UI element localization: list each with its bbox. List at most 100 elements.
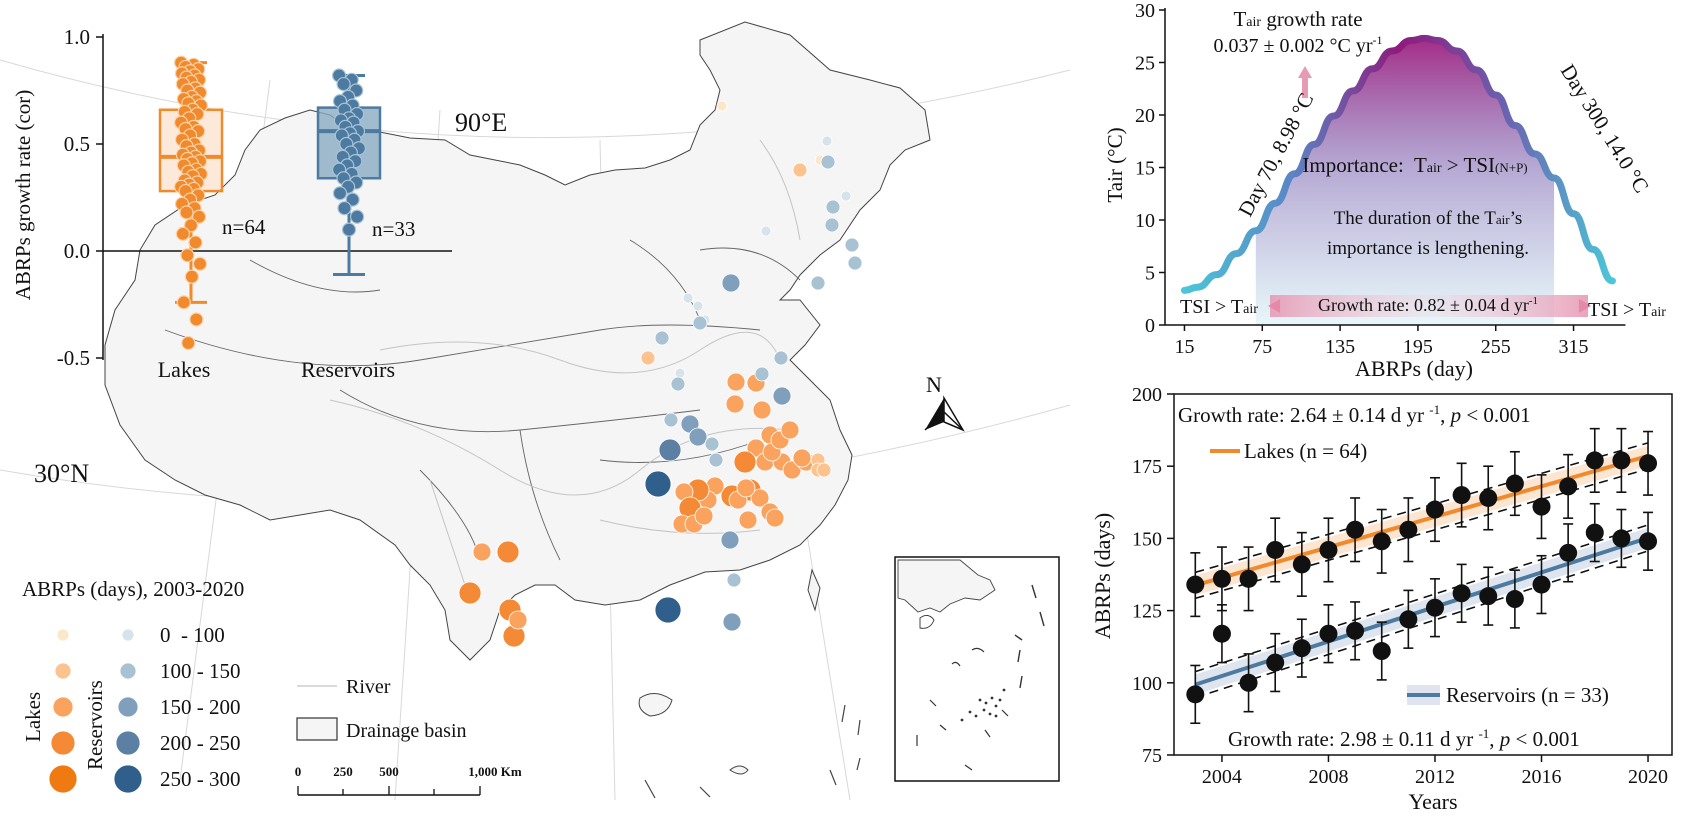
lake-site-point — [458, 581, 482, 605]
timeseries-fit-line — [1194, 453, 1649, 588]
tair-curve — [1180, 34, 1616, 294]
reservoir-site-point — [674, 367, 686, 379]
tsi-left-sub: air — [1243, 302, 1258, 317]
reservoir-site-point — [825, 199, 841, 215]
tair-ylabel: Tair (°C) — [1103, 127, 1127, 202]
reservoir-site-point — [708, 452, 724, 468]
reservoir-site-point — [692, 300, 704, 312]
growth-band-text: Growth rate: 0.82 ± 0.04 d yr — [1318, 295, 1529, 315]
res-growth-label: Growth rate: 2.98 ± 0.11 d yr -1, p < 0.… — [1228, 726, 1580, 751]
importance-label: Importance: Tair > TSI(N+P) — [1302, 153, 1527, 177]
boxplot-y-tick-label: 1.0 — [64, 25, 90, 49]
map-legend: ABRPs (days), 2003-2020 Lakes Reservoirs… — [21, 577, 522, 796]
timeseries-axes: 75 100 125 150 175 200 2004 2008 2012 2016 2020 — [1132, 384, 1668, 788]
north-arrow-icon — [943, 395, 965, 432]
importance-sub: air — [1427, 161, 1442, 176]
timeseries-point — [1585, 523, 1604, 542]
boxplot-point — [192, 209, 207, 224]
timeseries-y-tick-label: 125 — [1132, 601, 1162, 623]
timeseries-point — [1585, 451, 1604, 470]
legend-reservoirs-label: Reservoirs — [83, 680, 107, 770]
timeseries-point — [1479, 587, 1498, 606]
lake-site-point — [508, 610, 528, 630]
island-outline — [729, 765, 749, 775]
importance-sub2: (N+P) — [1495, 160, 1528, 175]
reservoir-site-point — [663, 412, 679, 428]
lake-site-point — [752, 400, 772, 420]
timeseries-point — [1346, 520, 1365, 539]
tair-area — [1180, 34, 1616, 325]
lake-site-point — [792, 448, 812, 468]
timeseries-xlabel: Years — [1408, 789, 1457, 814]
reservoir-site-point — [844, 237, 860, 253]
reservoir-site-point — [688, 427, 708, 447]
lon-label: 90°E — [455, 108, 507, 137]
timeseries-point — [1639, 454, 1658, 473]
lake-site-point — [733, 450, 757, 474]
reservoir-site-point — [820, 154, 836, 170]
scale-tick-0: 0 — [295, 764, 302, 779]
tsi-right-label: TSI > Tair — [1588, 299, 1666, 321]
timeseries-point — [1292, 639, 1311, 658]
legend-lake-symbol — [54, 662, 72, 680]
scale-tick-1000: 1,000 Km — [468, 764, 522, 779]
river-line — [759, 139, 801, 241]
legend-river-label: River — [346, 676, 391, 698]
inset-reef-dots — [960, 688, 1006, 722]
legend-lake-symbol — [52, 696, 74, 718]
duration-line-1: The duration of the Tair’s — [1334, 208, 1523, 229]
lake-site-point — [694, 506, 714, 526]
timeseries-point — [1372, 532, 1391, 551]
inset-island — [964, 764, 973, 771]
reservoir-site-point — [721, 273, 741, 293]
timeseries-point — [1425, 598, 1444, 617]
reservoir-site-point — [654, 596, 682, 624]
importance-prefix: Importance: T — [1302, 153, 1427, 177]
tair-growth-value: 0.037 ± 0.002 °C yr-1 — [1214, 33, 1383, 57]
timeseries-x-tick-label: 2008 — [1308, 766, 1348, 788]
boxplot-point — [176, 295, 191, 310]
timeseries-point — [1212, 624, 1231, 643]
tair-growth-value-text: 0.037 ± 0.002 °C yr — [1214, 35, 1373, 57]
tair-y-tick-label: 20 — [1135, 105, 1155, 127]
timeseries-x-tick-label: 2004 — [1202, 766, 1242, 788]
timeseries-point — [1239, 569, 1258, 588]
boxplot-y-tick-label: -0.5 — [57, 346, 90, 370]
timeseries-point — [1425, 500, 1444, 519]
tair-x-tick-label: 75 — [1252, 336, 1272, 358]
lake-site-point — [496, 540, 520, 564]
reservoir-site-point — [658, 438, 682, 462]
timeseries-point — [1559, 543, 1578, 562]
reservoir-site-point — [670, 376, 686, 392]
lake-site-point — [816, 462, 832, 478]
boxplot-point — [336, 76, 351, 92]
reservoir-site-point — [754, 366, 770, 382]
boxplot-point — [188, 235, 203, 250]
legend-class-3: 150 - 200 — [160, 695, 241, 719]
reservoir-site-point — [720, 530, 740, 550]
timeseries-point — [1399, 520, 1418, 539]
boxplot-point — [175, 226, 190, 241]
boxplot-point — [179, 205, 194, 220]
timeseries-y-tick-label: 100 — [1132, 673, 1162, 695]
coast-fragment — [841, 704, 846, 723]
reservoir-site-point — [692, 315, 708, 331]
inset-island — [984, 729, 991, 738]
legend-lakes-label: Lakes — [21, 692, 45, 742]
coast-fragment — [829, 769, 837, 786]
coast-fragment — [857, 719, 861, 736]
importance-mid: > TSI — [1442, 153, 1495, 177]
legend-basin-swatch — [296, 717, 338, 741]
lakes-growth-c: < 0.001 — [1461, 403, 1531, 427]
boxplot-category-lakes: Lakes — [158, 357, 211, 382]
timeseries-point — [1239, 673, 1258, 692]
lake-site-point — [780, 420, 800, 440]
boxplot-point — [183, 218, 199, 233]
lake-site-point — [725, 394, 745, 414]
lake-site-point — [738, 510, 758, 530]
legend-basin-label: Drainage basin — [346, 720, 467, 742]
north-label: N — [926, 372, 942, 397]
tair-y-tick-label: 5 — [1145, 263, 1155, 285]
timeseries-x-tick-label: 2020 — [1628, 766, 1668, 788]
